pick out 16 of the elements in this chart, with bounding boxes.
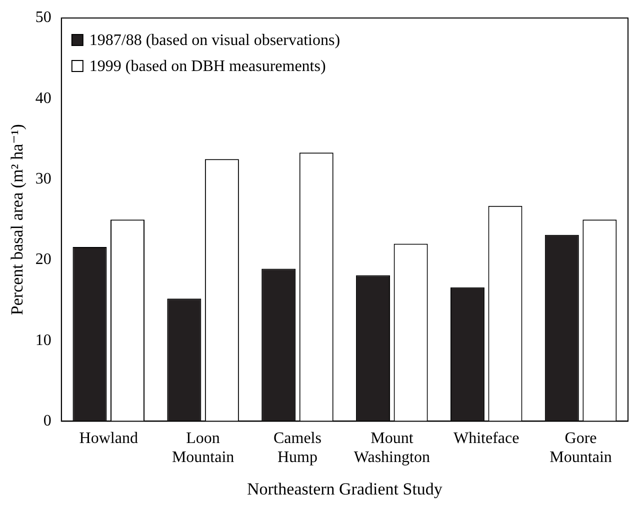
legend-label: 1987/88 (based on visual observations) [89,32,340,50]
legend-label: 1999 (based on DBH measurements) [89,58,326,76]
x-tick-label: Mount Washington [354,430,430,466]
y-tick-label: 50 [35,9,52,26]
y-tick-label: 10 [35,332,52,349]
x-tick-label: Whiteface [453,430,520,448]
y-axis-title: Percent basal area (m² ha⁻¹) [8,124,27,316]
y-tick-label: 20 [35,251,52,268]
y-tick-label: 0 [43,412,52,430]
x-tick-label: Howland [79,430,138,448]
x-tick-label: Gore Mountain [550,430,612,466]
x-tick-label: Camels Hump [273,430,322,466]
y-tick-label: 30 [35,170,52,188]
x-axis-title: Northeastern Gradient Study [246,479,443,498]
x-tick-label: Loon Mountain [172,430,234,466]
y-tick-label: 40 [35,90,52,107]
